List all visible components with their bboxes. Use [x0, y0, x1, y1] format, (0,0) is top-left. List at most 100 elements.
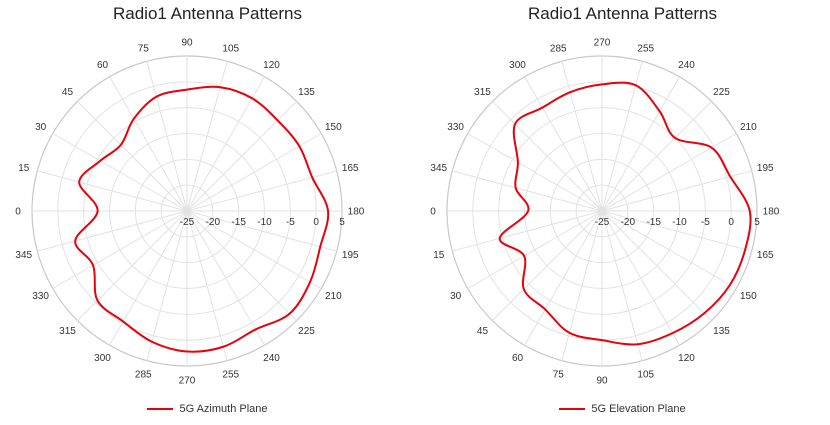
grid-spoke: [77, 101, 188, 212]
angle-tick-label: 270: [594, 38, 611, 49]
grid-spoke: [37, 170, 188, 212]
angle-tick-label: 45: [477, 326, 489, 337]
angle-tick-label: 15: [18, 163, 30, 174]
grid-spoke: [601, 210, 680, 346]
legend-swatch: [559, 408, 586, 411]
grid-spoke: [492, 101, 603, 212]
polar-plot-azimuth: 0 15 30 45 60 75 90 105 120 135 150 165 180 195 210 225…: [15, 38, 365, 387]
grid-spoke: [146, 210, 188, 361]
grid-spoke: [524, 76, 603, 212]
grid-spoke: [601, 61, 643, 212]
angle-tick-label: 165: [342, 163, 359, 174]
radial-tick-label: -15: [231, 217, 246, 228]
radial-tick-label: -10: [257, 217, 272, 228]
radial-tick-label: -15: [646, 217, 661, 228]
grid-spoke: [77, 210, 188, 321]
legend: 5G Elevation Plane: [415, 403, 830, 415]
grid-spoke: [601, 133, 737, 212]
angle-tick-label: 45: [62, 87, 74, 98]
series-line: [498, 81, 752, 346]
grid-spoke: [561, 210, 603, 361]
grid-spoke: [601, 210, 737, 289]
grid-spoke: [109, 210, 188, 346]
angle-tick-label: 150: [325, 122, 342, 133]
angle-tick-label: 120: [678, 353, 695, 364]
angle-tick-label: 0: [15, 207, 21, 218]
angle-tick-label: 75: [138, 43, 150, 54]
grid: [446, 55, 758, 367]
grid-spoke: [186, 210, 337, 252]
grid-spoke: [601, 210, 712, 321]
grid-spoke: [52, 133, 188, 212]
grid-spoke: [109, 76, 188, 212]
angle-tick-label: 345: [430, 163, 447, 174]
angle-tick-label: 180: [348, 207, 365, 218]
angle-tick-label: 0: [430, 207, 436, 218]
grid-spoke: [601, 101, 712, 212]
angle-tick-label: 120: [263, 60, 280, 71]
radial-tick-label: -5: [701, 217, 710, 228]
grid-spoke: [186, 133, 322, 212]
angle-tick-label: 180: [763, 207, 780, 218]
angle-tick-label: 225: [298, 326, 315, 337]
legend-label: 5G Azimuth Plane: [179, 403, 268, 416]
grid-spoke: [37, 210, 188, 252]
angle-tick-label: 285: [550, 43, 567, 54]
angle-tick-label: 225: [713, 87, 730, 98]
angle-tick-label: 135: [713, 326, 730, 337]
angle-tick-label: 255: [637, 43, 654, 54]
grid-spoke: [186, 101, 297, 212]
grid-spoke: [452, 210, 603, 252]
angle-tick-label: 210: [740, 122, 757, 133]
angle-tick-label: 165: [757, 250, 774, 261]
angle-tick-label: 60: [97, 60, 109, 71]
grid-spoke: [524, 210, 603, 346]
angle-tick-label: 195: [342, 250, 359, 261]
grid-spoke: [186, 210, 297, 321]
radial-tick-label: -25: [180, 217, 195, 228]
grid-spoke: [601, 210, 752, 252]
angle-tick-label: 330: [447, 122, 464, 133]
grid-spoke: [52, 210, 188, 289]
angle-tick-label: 135: [298, 87, 315, 98]
grid-spoke: [186, 76, 265, 212]
chart-title: Radio1 Antenna Patterns: [112, 4, 303, 23]
grid-spoke: [186, 210, 322, 289]
grid-spoke: [452, 170, 603, 212]
angle-tick-label: 60: [512, 353, 524, 364]
series-line: [74, 85, 330, 353]
grid-spoke: [467, 133, 603, 212]
angle-tick-label: 285: [135, 370, 152, 381]
radial-tick-label: -20: [206, 217, 221, 228]
angle-tick-label: 75: [553, 370, 565, 381]
radial-tick-label: -25: [595, 217, 610, 228]
angle-tick-label: 30: [450, 291, 462, 302]
angle-tick-label: 345: [15, 250, 32, 261]
angle-tick-label: 105: [222, 43, 239, 54]
radial-tick-label: -10: [672, 217, 687, 228]
angle-tick-label: 30: [35, 122, 47, 133]
angle-tick-label: 150: [740, 291, 757, 302]
grid-spoke: [601, 76, 680, 212]
radial-tick-label: 5: [339, 217, 345, 228]
angle-tick-label: 255: [222, 370, 239, 381]
radial-tick-label: 5: [754, 217, 760, 228]
grid-spoke: [561, 61, 603, 212]
radial-tick-label: 0: [728, 217, 734, 228]
legend: 5G Azimuth Plane: [0, 403, 415, 415]
polar-plot-elevation: 0 15 30 45 60 75 90 105 120 135 150 165 180 195 210 225…: [430, 38, 780, 387]
grid-spoke: [186, 210, 265, 346]
grid-spoke: [492, 210, 603, 321]
angle-tick-label: 300: [94, 353, 111, 364]
angle-tick-label: 90: [596, 376, 608, 387]
angle-tick-label: 315: [474, 87, 491, 98]
grid-spoke: [146, 61, 188, 212]
angle-tick-label: 315: [59, 326, 76, 337]
grid-spoke: [186, 61, 228, 212]
radial-tick-label: -20: [621, 217, 636, 228]
angle-tick-label: 240: [263, 353, 280, 364]
angle-tick-label: 330: [32, 291, 49, 302]
grid-spoke: [601, 170, 752, 212]
angle-tick-label: 195: [757, 163, 774, 174]
legend-swatch: [147, 408, 174, 411]
